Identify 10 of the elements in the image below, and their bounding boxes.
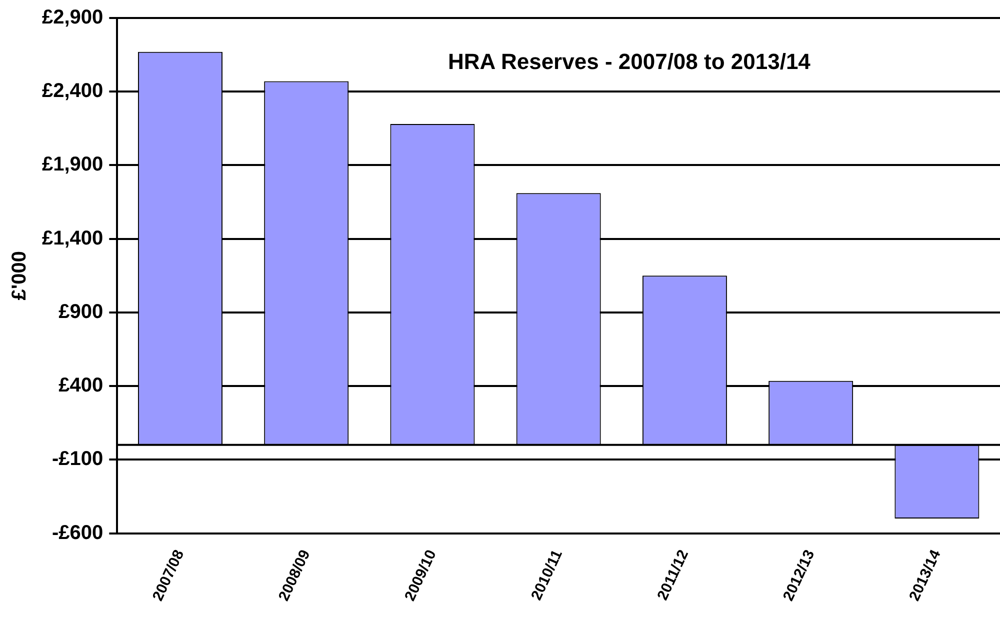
- y-tick-label: £1,900: [42, 154, 104, 176]
- y-tick-label: -£600: [52, 522, 104, 544]
- y-axis-title: £'000: [8, 251, 31, 300]
- text: HRA Reserves - 2007/08 to 2013/14: [448, 49, 812, 74]
- y-tick-label: -£100: [52, 448, 104, 470]
- y-tick-label: £1,400: [42, 227, 104, 250]
- y-tick-label: £2,400: [42, 80, 104, 102]
- y-tick-label: £2,900: [42, 6, 104, 29]
- y-tick-label: £900: [58, 300, 104, 323]
- y-tick-label: £400: [58, 374, 104, 397]
